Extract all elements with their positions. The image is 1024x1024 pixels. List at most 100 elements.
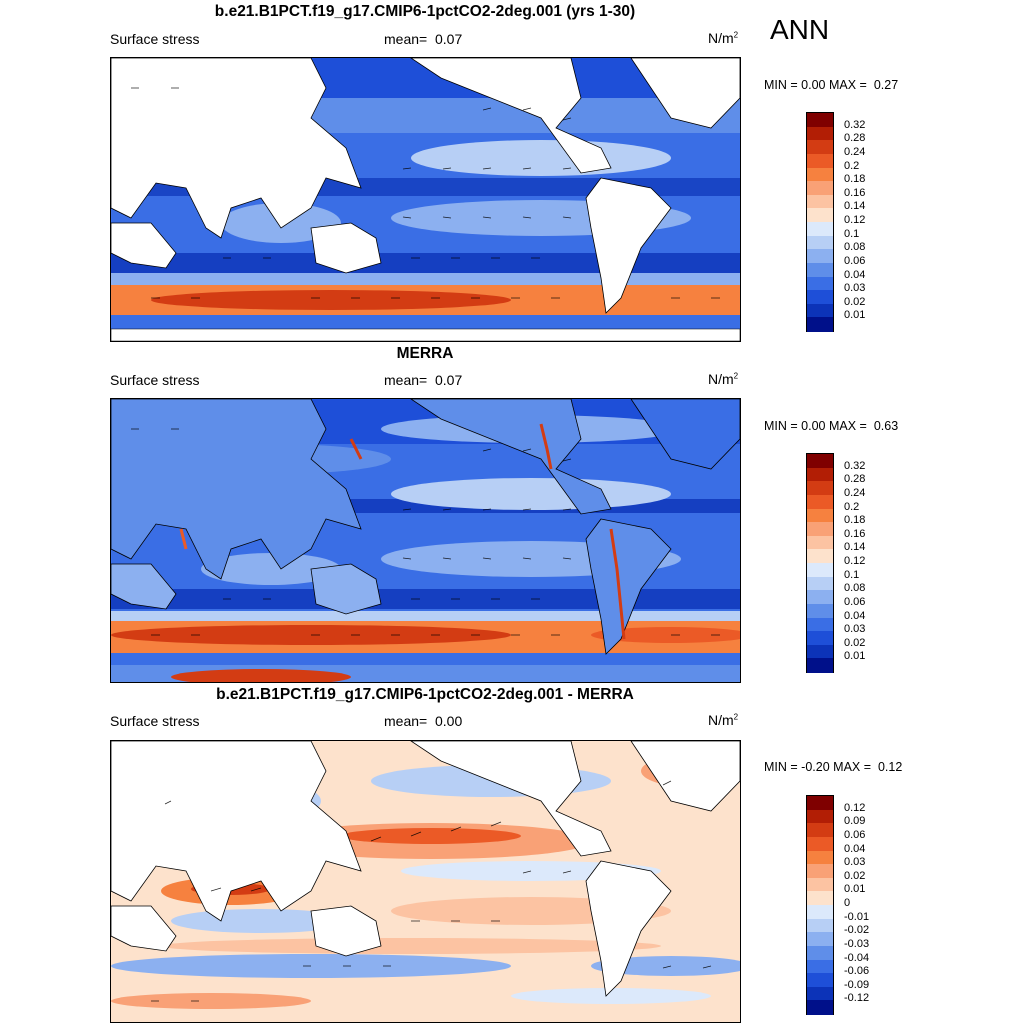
colorbar-label: 0.12 (844, 214, 866, 226)
panel-2-min-value: 0.00 (801, 419, 826, 433)
colorbar-label: 0.04 (844, 268, 866, 281)
colorbar-cell (807, 249, 833, 264)
colorbar-cell (807, 235, 833, 250)
panel-1-mean: mean= 0.07 (384, 31, 462, 47)
colorbar-cell (807, 945, 833, 960)
panel-2-max-value: 0.63 (873, 419, 899, 433)
colorbar-cell (807, 631, 833, 646)
colorbar-label: -0.04 (844, 951, 870, 964)
panel-1-map-svg (111, 58, 740, 341)
colorbar-label: 0.24 (844, 486, 866, 499)
panel-3-map-svg (111, 741, 740, 1022)
panel-1-max-value: 0.27 (873, 78, 899, 92)
panel-1-colorbar (806, 112, 834, 332)
colorbar-cell (807, 113, 833, 128)
colorbar-label: -0.12 (844, 992, 870, 1005)
colorbar-label: 0.2 (844, 159, 860, 172)
panel-3-max-value: 0.12 (877, 760, 903, 774)
colorbar-label: 0.14 (844, 200, 866, 213)
colorbar-label: 0.14 (844, 541, 866, 554)
panel-1-title: b.e21.B1PCT.f19_g17.CMIP6-1pctCO2-2deg.0… (214, 3, 636, 20)
colorbar-label: 0.32 (844, 459, 866, 472)
panel-1-min-value: 0.00 (801, 78, 826, 92)
colorbar-label: 0.04 (844, 609, 866, 622)
colorbar-cell (807, 494, 833, 509)
colorbar-cell (807, 836, 833, 851)
colorbar-cell (807, 481, 833, 496)
panel-3-units: N/m2 (708, 712, 738, 728)
panel-2-max-label: MAX = (829, 419, 867, 433)
panel-3-mean-label: mean= (384, 713, 428, 729)
panel-3-mean-value: 0.00 (434, 713, 463, 729)
colorbar-label: 0.18 (844, 514, 866, 527)
colorbar-cell (807, 508, 833, 523)
colorbar-label: 0.28 (844, 132, 866, 145)
colorbar-cell (807, 317, 833, 332)
colorbar-cell (807, 140, 833, 155)
panel-2-map-svg (111, 399, 740, 682)
colorbar-cell (807, 796, 833, 811)
colorbar-cell (807, 303, 833, 318)
colorbar-cell (807, 617, 833, 632)
colorbar-label: 0.32 (844, 118, 866, 131)
colorbar-label: 0.03 (844, 623, 866, 636)
colorbar-label: 0 (844, 897, 851, 909)
colorbar-cell (807, 194, 833, 209)
panel-3-minmax: MIN = -0.20 MAX = 0.12 (764, 760, 902, 774)
colorbar-cell (807, 891, 833, 906)
colorbar-cell (807, 603, 833, 618)
panel-1-units-exp: 2 (733, 30, 739, 40)
colorbar-cell (807, 454, 833, 469)
colorbar-label: 0.16 (844, 527, 866, 540)
panel-3-max-label: MAX = (833, 760, 872, 774)
colorbar-cell (807, 809, 833, 824)
colorbar-cell (807, 986, 833, 1001)
colorbar-label: 0.06 (844, 595, 866, 608)
colorbar-cell (807, 932, 833, 947)
colorbar-label: 0.28 (844, 473, 866, 486)
colorbar-label: 0.02 (844, 295, 866, 308)
colorbar-cell (807, 590, 833, 605)
colorbar-label: 0.1 (844, 227, 860, 240)
colorbar-cell (807, 467, 833, 482)
panel-3-min-value: -0.20 (801, 760, 830, 774)
panel-3-wind-vectors (151, 780, 712, 1002)
panel-1-variable-label: Surface stress (110, 31, 200, 47)
panel-1-units: N/m2 (708, 30, 738, 46)
panel-3-map (110, 740, 741, 1023)
colorbar-cell (807, 850, 833, 865)
colorbar-cell (807, 549, 833, 564)
colorbar-cell (807, 905, 833, 920)
panel-2-colorbar (806, 453, 834, 673)
colorbar-label: 0.02 (844, 636, 866, 649)
colorbar-cell (807, 276, 833, 291)
colorbar-cell (807, 535, 833, 550)
panel-2-wind-vectors (131, 428, 720, 636)
colorbar-label: 0.06 (844, 828, 866, 841)
colorbar-label: 0.12 (844, 801, 866, 814)
colorbar-label: 0.16 (844, 186, 866, 199)
colorbar-label: 0.01 (844, 309, 866, 322)
panel-1-wind-vectors (131, 87, 720, 299)
colorbar-cell (807, 959, 833, 974)
colorbar-label: 0.06 (844, 254, 866, 267)
panel-3-min-label: MIN = (764, 760, 798, 774)
panel-2-minmax: MIN = 0.00 MAX = 0.63 (764, 419, 898, 433)
panel-1-units-base: N/m (708, 30, 734, 46)
panel-1-mean-value: 0.07 (434, 31, 463, 47)
colorbar-label: -0.01 (844, 910, 870, 923)
colorbar-label: 0.08 (844, 582, 866, 595)
panel-2-mean-value: 0.07 (434, 372, 463, 388)
season-label: ANN (770, 14, 830, 45)
colorbar-label: 0.04 (844, 842, 866, 855)
colorbar-cell (807, 290, 833, 305)
panel-2-units-base: N/m (708, 371, 734, 387)
panel-3-mean: mean= 0.00 (384, 713, 462, 729)
colorbar-cell (807, 658, 833, 673)
colorbar-label: 0.09 (844, 815, 866, 828)
panel-2-variable-label: Surface stress (110, 372, 200, 388)
colorbar-cell (807, 153, 833, 168)
colorbar-label: 0.2 (844, 500, 860, 513)
colorbar-label: 0.18 (844, 173, 866, 186)
panel-2-map (110, 398, 741, 683)
